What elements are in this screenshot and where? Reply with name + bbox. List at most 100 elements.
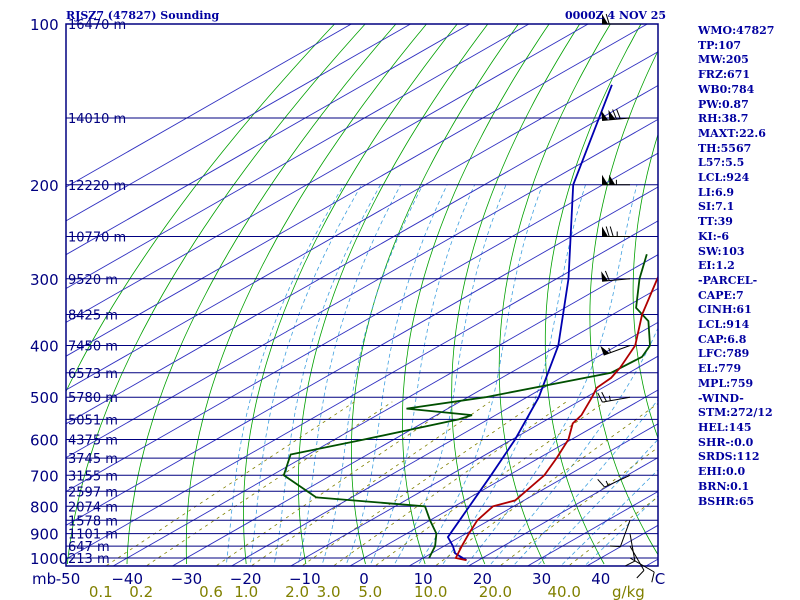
wind-barb-feather [597, 392, 603, 403]
plot-frame [65, 23, 659, 567]
pressure-tick-label: 200 [30, 177, 59, 195]
moist-adiabat-line [321, 184, 424, 566]
wind-barb-flag [602, 226, 608, 237]
stability-index-item: LI:6.9 [698, 185, 735, 199]
pressure-tick-label: 1000 [30, 550, 68, 568]
wind-barb-flag [601, 110, 609, 121]
wind-barb [629, 557, 655, 583]
stability-index-item: LFC:789 [698, 347, 750, 361]
wind-barb-feather [625, 560, 636, 567]
stability-index-item: HEL:145 [698, 420, 752, 434]
height-label: 5051 m [68, 413, 118, 428]
stability-index-item: BSHR:65 [698, 494, 755, 508]
wind-barb-flag [602, 174, 608, 185]
dry-adiabat-line [794, 24, 800, 564]
moist-adiabat-line [512, 398, 658, 566]
moist-adiabat-line [488, 327, 658, 566]
isotherm-line [66, 24, 530, 290]
pressure-tick-label: 600 [30, 432, 59, 450]
mixing-ratio-tick-label: 2.0 [285, 583, 309, 600]
moist-adiabat-line [464, 184, 638, 566]
height-label: 8425 m [68, 309, 118, 324]
stability-index-item: EHI:0.0 [698, 465, 746, 479]
temperature-tick-label: −40 [111, 570, 143, 588]
wind-barb-feather [597, 478, 605, 488]
mixing-ratio-tick-label: 5.0 [358, 583, 382, 600]
wind-barb [597, 474, 631, 488]
moist-adiabat-line [392, 184, 507, 566]
mixing-ratio-unit-label: g/kg [612, 583, 645, 600]
isotherm-line [66, 24, 648, 357]
height-label: 6573 m [68, 367, 118, 382]
stability-index-item: WB0:784 [698, 82, 755, 96]
temperature-trace [454, 275, 658, 562]
dry-adiabat-line [589, 49, 658, 556]
temperature-tick-label: C [655, 570, 665, 588]
stability-index-item: BRN:0.1 [698, 479, 750, 493]
wind-barb-staff [604, 474, 631, 488]
stability-index-item: TH:5567 [698, 141, 752, 155]
mixing-ratio-tick-label: 20.0 [479, 583, 512, 600]
stability-index-item: EI:1.2 [698, 259, 735, 273]
dewpoint-trace [282, 254, 651, 559]
dry-adiabat-line [126, 24, 397, 565]
dry-adiabat-line [498, 24, 611, 565]
wind-barb [600, 345, 631, 356]
mixing-ratio-line [374, 401, 606, 566]
wind-barb-staff [629, 545, 645, 571]
wind-barb [602, 13, 630, 25]
stability-index-item: SW:103 [698, 244, 745, 258]
wind-barb [625, 533, 636, 567]
wind-barb-feather [651, 571, 655, 583]
stability-index-item: PW:0.87 [698, 97, 749, 111]
mixing-ratio-line [567, 496, 658, 566]
dry-adiabat-line [243, 24, 458, 565]
wind-barb-feather [604, 270, 610, 281]
stability-index-item: MAXT:22.6 [698, 126, 766, 140]
wind-barb [609, 520, 631, 548]
temperature-tick-label: 30 [532, 570, 551, 588]
isotherm-line [66, 24, 411, 222]
mixing-ratio-tick-label: 0.1 [89, 583, 113, 600]
wind-barb-staff [619, 520, 631, 547]
wind-barb-feather [605, 226, 610, 237]
wind-barb-feather [601, 391, 607, 402]
wind-barb-feather [609, 226, 614, 237]
stability-index-item: KI:-6 [698, 229, 729, 243]
stability-index-item: SRDS:112 [698, 450, 760, 464]
stability-index-item: TP:107 [698, 38, 742, 52]
stability-index-item: LCL:914 [698, 318, 750, 332]
moist-adiabat-line [345, 184, 448, 566]
stability-index-item: -WIND- [698, 391, 744, 405]
wind-barb-staff [629, 533, 636, 562]
wind-barb [602, 226, 630, 237]
pressure-tick-label: 100 [30, 16, 59, 34]
wind-barb [629, 545, 645, 579]
stability-index-item: SHR-:0.0 [698, 435, 754, 449]
stability-index-item: MPL:759 [698, 376, 754, 390]
height-label: 14010 m [68, 112, 126, 127]
height-label: 2074 m [68, 500, 118, 515]
mixing-ratio-line [215, 401, 458, 566]
sounding-profiles [282, 84, 658, 562]
stability-index-item: SI:7.1 [698, 200, 735, 214]
wind-barb [602, 174, 630, 186]
temperature-tick-label: 40 [591, 570, 610, 588]
dry-adiabat-line [297, 24, 489, 565]
height-label: 5780 m [68, 391, 118, 406]
wind-barb-half-feather [605, 480, 609, 486]
height-label: 213 m [68, 552, 110, 567]
stability-index-item: FRZ:671 [698, 68, 751, 82]
stability-index-list: WMO:47827 TP:107 MW:205 FRZ:671 WB0:784 PW:0.… [698, 24, 774, 509]
height-label: 12220 m [68, 179, 126, 194]
stability-index-item: CAP:6.8 [698, 332, 747, 346]
temperature-tick-label: −10 [289, 570, 321, 588]
wind-barb-staff [603, 345, 631, 356]
dry-adiabat-line [451, 24, 581, 565]
stability-index-item: MW:205 [698, 53, 749, 67]
mixing-ratio-tick-label: 3.0 [317, 583, 341, 600]
wind-barb-feather [609, 545, 621, 548]
isotherm-line [66, 24, 589, 323]
dry-adiabat-line [401, 24, 550, 565]
